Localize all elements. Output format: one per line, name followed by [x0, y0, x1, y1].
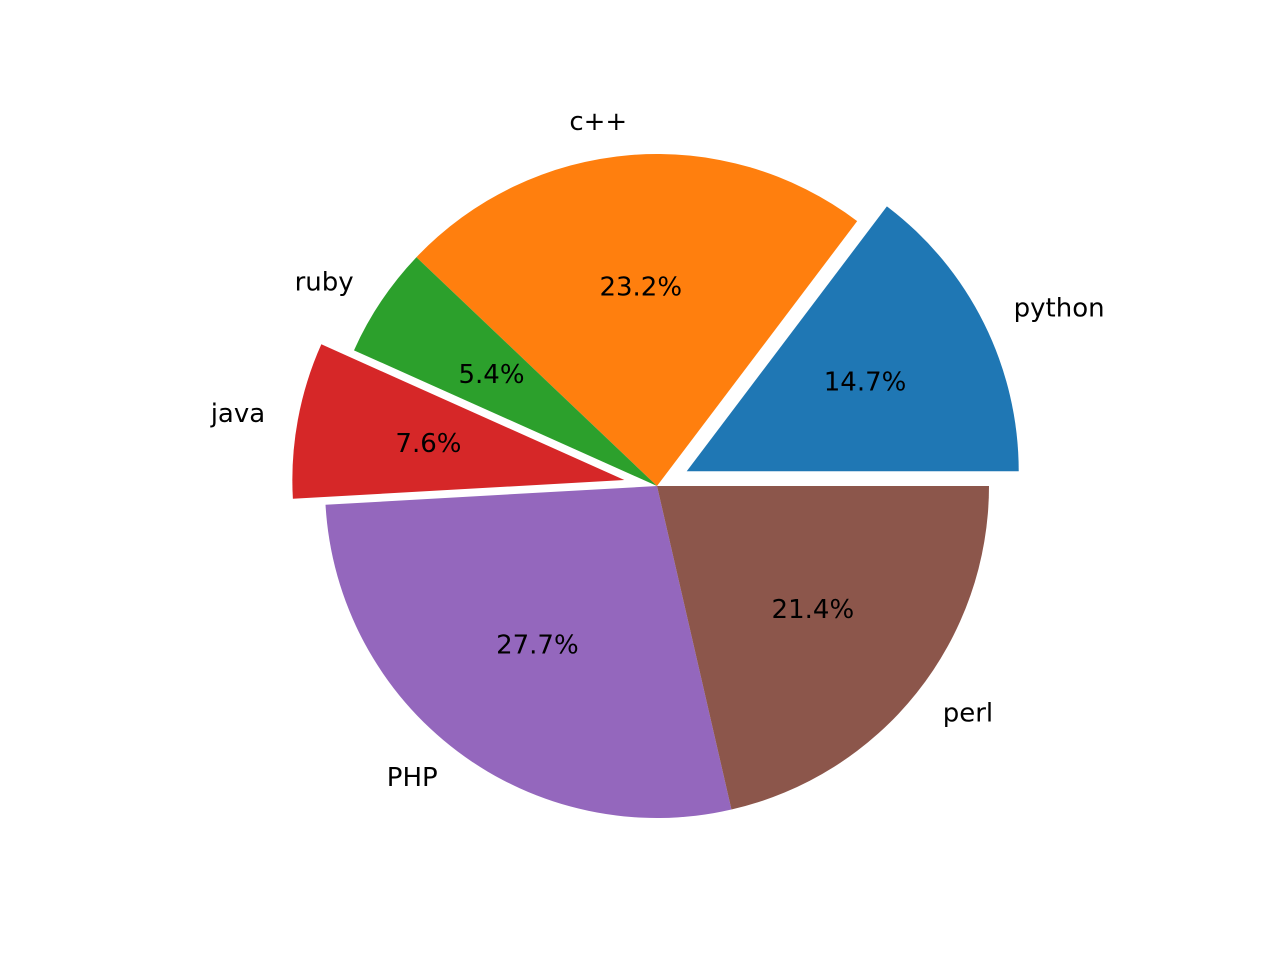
percent-label-python: 14.7%	[824, 367, 907, 397]
percent-label-php: 27.7%	[496, 630, 579, 660]
pie-slice-cplusplus	[416, 154, 858, 486]
category-label-perl: perl	[943, 698, 993, 728]
pie-slice-python	[686, 206, 1019, 472]
pie-slice-ruby	[353, 257, 657, 486]
category-label-java: java	[210, 399, 265, 429]
category-label-ruby: ruby	[295, 268, 354, 298]
category-label-cplusplus: c++	[569, 107, 627, 137]
percent-label-perl: 21.4%	[772, 595, 855, 625]
percent-labels: 14.7% 23.2% 5.4% 7.6% 27.7% 21.4%	[395, 272, 906, 660]
category-label-php: PHP	[387, 763, 438, 793]
percent-label-cplusplus: 23.2%	[599, 272, 682, 302]
pie-slice-perl	[657, 486, 989, 810]
percent-label-java: 7.6%	[395, 429, 461, 459]
percent-label-ruby: 5.4%	[459, 360, 525, 390]
pie-slice-php	[325, 486, 732, 818]
pie-slice-java	[292, 344, 625, 499]
category-label-python: python	[1014, 293, 1105, 323]
pie-slices	[292, 154, 1019, 818]
category-labels: python c++ ruby java PHP perl	[210, 107, 1105, 793]
